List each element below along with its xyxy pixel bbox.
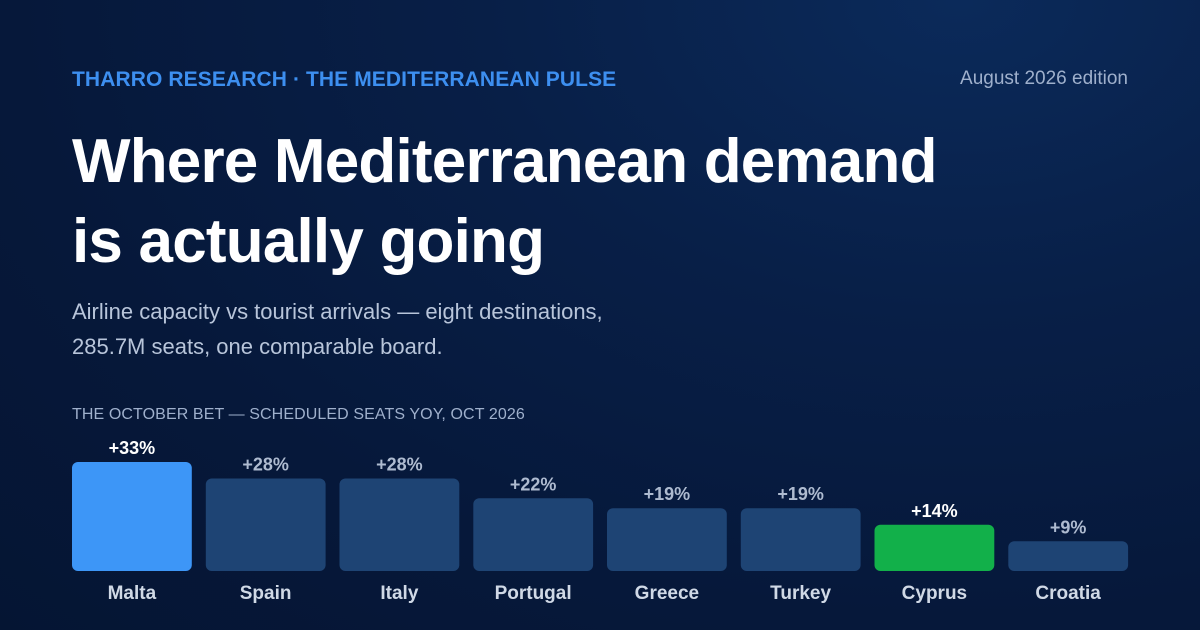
value-label-cyprus: +14%	[911, 501, 958, 521]
category-label-cyprus: Cyprus	[902, 583, 967, 604]
subtitle-line-2: 285.7M seats, one comparable board.	[72, 334, 443, 359]
value-label-malta: +33%	[109, 438, 156, 458]
value-label-greece: +19%	[644, 484, 691, 504]
category-label-portugal: Portugal	[495, 583, 572, 604]
chart-title: THE OCTOBER BET — SCHEDULED SEATS YOY, O…	[72, 406, 525, 423]
bar-malta	[72, 462, 192, 571]
brand-label: THARRO RESEARCH · THE MEDITERRANEAN PULS…	[72, 68, 617, 91]
bar-greece	[607, 508, 727, 571]
title-line-1: Where Mediterranean demand	[72, 127, 937, 196]
category-label-turkey: Turkey	[770, 583, 831, 604]
bar-croatia	[1008, 541, 1129, 571]
category-label-croatia: Croatia	[1035, 583, 1101, 604]
value-label-spain: +28%	[242, 455, 289, 475]
category-label-italy: Italy	[380, 583, 418, 604]
bar-spain	[205, 478, 326, 571]
bar-turkey	[740, 508, 861, 571]
category-label-greece: Greece	[635, 583, 699, 604]
value-label-turkey: +19%	[777, 484, 824, 504]
title-line-2: is actually going	[72, 207, 545, 276]
bar-cyprus	[874, 524, 995, 571]
subtitle-line-1: Airline capacity vs tourist arrivals — e…	[72, 299, 603, 324]
value-label-croatia: +9%	[1050, 517, 1087, 537]
edition-label: August 2026 edition	[960, 68, 1128, 89]
page-subtitle: Airline capacity vs tourist arrivals — e…	[72, 294, 603, 364]
page-title: Where Mediterranean demand is actually g…	[72, 122, 937, 282]
category-label-spain: Spain	[240, 583, 292, 604]
category-label-malta: Malta	[108, 583, 157, 604]
value-label-italy: +28%	[376, 455, 423, 475]
bar-italy	[339, 478, 460, 571]
value-label-portugal: +22%	[510, 474, 557, 494]
bar-portugal	[473, 498, 594, 571]
